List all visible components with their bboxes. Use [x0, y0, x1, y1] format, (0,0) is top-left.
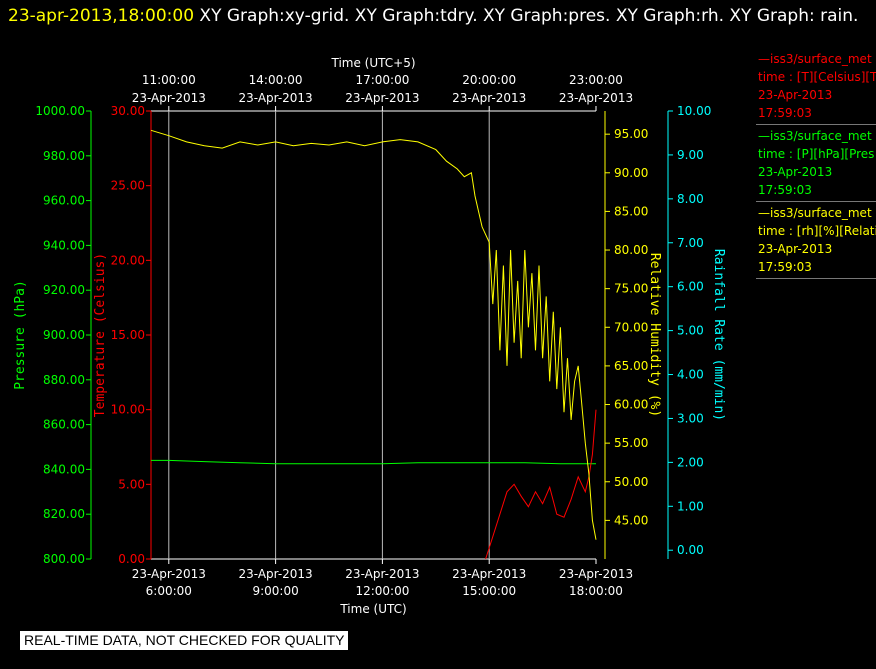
humidity-tick-label: 50.00	[614, 475, 648, 489]
humidity-tick-label: 90.00	[614, 166, 648, 180]
rainfall-tick-label: 3.00	[677, 411, 704, 425]
pressure-tick-label: 880.00	[43, 373, 85, 387]
legend-name: —iss3/surface_met	[758, 52, 872, 66]
rainfall-tick-label: 9.00	[677, 148, 704, 162]
rainfall-tick-label: 0.00	[677, 543, 704, 557]
pressure-tick-label: 940.00	[43, 238, 85, 252]
rainfall-tick-label: 6.00	[677, 280, 704, 294]
rainfall-axis-label: Rainfall Rate (mm/min)	[711, 249, 726, 421]
x-top-tick-label: 23-Apr-2013	[238, 91, 312, 105]
legend-time: 17:59:03	[758, 260, 812, 274]
legend-time: 17:59:03	[758, 183, 812, 197]
x-tick-label: 23-Apr-2013	[345, 567, 419, 581]
pressure-tick-label: 1000.00	[35, 104, 85, 118]
temperature-tick-label: 30.00	[111, 104, 145, 118]
temperature-tick-label: 25.00	[111, 179, 145, 193]
rainfall-tick-label: 8.00	[677, 192, 704, 206]
x-top-tick-label: 23:00:00	[569, 73, 623, 87]
x-tick-label: 12:00:00	[355, 584, 409, 598]
pressure-series-line	[151, 459, 596, 465]
x-tick-label: 23-Apr-2013	[452, 567, 526, 581]
x-top-tick-label: 17:00:00	[355, 73, 409, 87]
temperature-axis-label: Temperature (Celsius)	[93, 253, 108, 417]
x-axis-label: Time (UTC)	[339, 602, 406, 616]
legend-name: —iss3/surface_met	[758, 206, 872, 220]
x-tick-label: 6:00:00	[146, 584, 192, 598]
x-tick-label: 18:00:00	[569, 584, 623, 598]
rainfall-tick-label: 5.00	[677, 324, 704, 338]
humidity-tick-label: 85.00	[614, 204, 648, 218]
temperature-tick-label: 10.00	[111, 403, 145, 417]
humidity-tick-label: 60.00	[614, 398, 648, 412]
legend-time: 17:59:03	[758, 106, 812, 120]
pressure-tick-label: 820.00	[43, 507, 85, 521]
x-top-tick-label: 14:00:00	[249, 73, 303, 87]
rainfall-tick-label: 4.00	[677, 368, 704, 382]
x-top-tick-label: 23-Apr-2013	[132, 91, 206, 105]
temperature-tick-label: 5.00	[118, 477, 145, 491]
title-timestamp: 23-apr-2013,18:00:00	[8, 6, 195, 26]
graph-title: 23-apr-2013,18:00:00 XY Graph:xy-grid. X…	[8, 2, 868, 31]
humidity-tick-label: 45.00	[614, 513, 648, 527]
legend-date: 23-Apr-2013	[758, 242, 833, 256]
legend-name: —iss3/surface_met	[758, 129, 872, 143]
rainfall-tick-label: 10.00	[677, 104, 711, 118]
pressure-tick-label: 840.00	[43, 462, 85, 476]
legend-fields: time : [P][hPa][Pres	[758, 147, 875, 161]
rainfall-tick-label: 1.00	[677, 499, 704, 513]
pressure-tick-label: 900.00	[43, 328, 85, 342]
legend-fields: time : [rh][%][Relati	[758, 224, 876, 238]
x-tick-label: 15:00:00	[462, 584, 516, 598]
legend-date: 23-Apr-2013	[758, 88, 833, 102]
x-top-axis-label: Time (UTC+5)	[330, 56, 415, 70]
x-tick-label: 23-Apr-2013	[132, 567, 206, 581]
legend-fields: time : [T][Celsius][T	[758, 70, 876, 84]
legend: —iss3/surface_met time : [T][Celsius][T 23…	[756, 50, 876, 281]
x-top-tick-label: 23-Apr-2013	[345, 91, 419, 105]
humidity-axis-label: Relative Humidity (%)	[647, 253, 662, 417]
rainfall-tick-label: 7.00	[677, 236, 704, 250]
x-top-tick-label: 20:00:00	[462, 73, 516, 87]
temperature-tick-label: 20.00	[111, 253, 145, 267]
humidity-tick-label: 65.00	[614, 359, 648, 373]
humidity-tick-label: 95.00	[614, 127, 648, 141]
humidity-tick-label: 70.00	[614, 320, 648, 334]
humidity-tick-label: 55.00	[614, 436, 648, 450]
x-top-tick-label: 23-Apr-2013	[452, 91, 526, 105]
pressure-tick-label: 960.00	[43, 194, 85, 208]
temperature-tick-label: 0.00	[118, 552, 145, 566]
x-tick-label: 23-Apr-2013	[238, 567, 312, 581]
rainfall-tick-label: 2.00	[677, 455, 704, 469]
x-tick-label: 23-Apr-2013	[559, 567, 633, 581]
humidity-tick-label: 80.00	[614, 243, 648, 257]
temperature-tick-label: 15.00	[111, 328, 145, 342]
temperature-series-line	[485, 409, 597, 560]
pressure-tick-label: 860.00	[43, 418, 85, 432]
x-tick-label: 9:00:00	[252, 584, 298, 598]
humidity-series-line	[150, 129, 597, 540]
pressure-tick-label: 800.00	[43, 552, 85, 566]
pressure-tick-label: 920.00	[43, 283, 85, 297]
x-top-tick-label: 11:00:00	[142, 73, 196, 87]
humidity-tick-label: 75.00	[614, 282, 648, 296]
pressure-tick-label: 980.00	[43, 149, 85, 163]
title-graph-list: XY Graph:xy-grid. XY Graph:tdry. XY Grap…	[194, 6, 859, 26]
quality-banner: REAL-TIME DATA, NOT CHECKED FOR QUALITY	[20, 631, 349, 650]
x-top-tick-label: 23-Apr-2013	[559, 91, 633, 105]
pressure-axis-label: Pressure (hPa)	[13, 280, 28, 390]
legend-date: 23-Apr-2013	[758, 165, 833, 179]
